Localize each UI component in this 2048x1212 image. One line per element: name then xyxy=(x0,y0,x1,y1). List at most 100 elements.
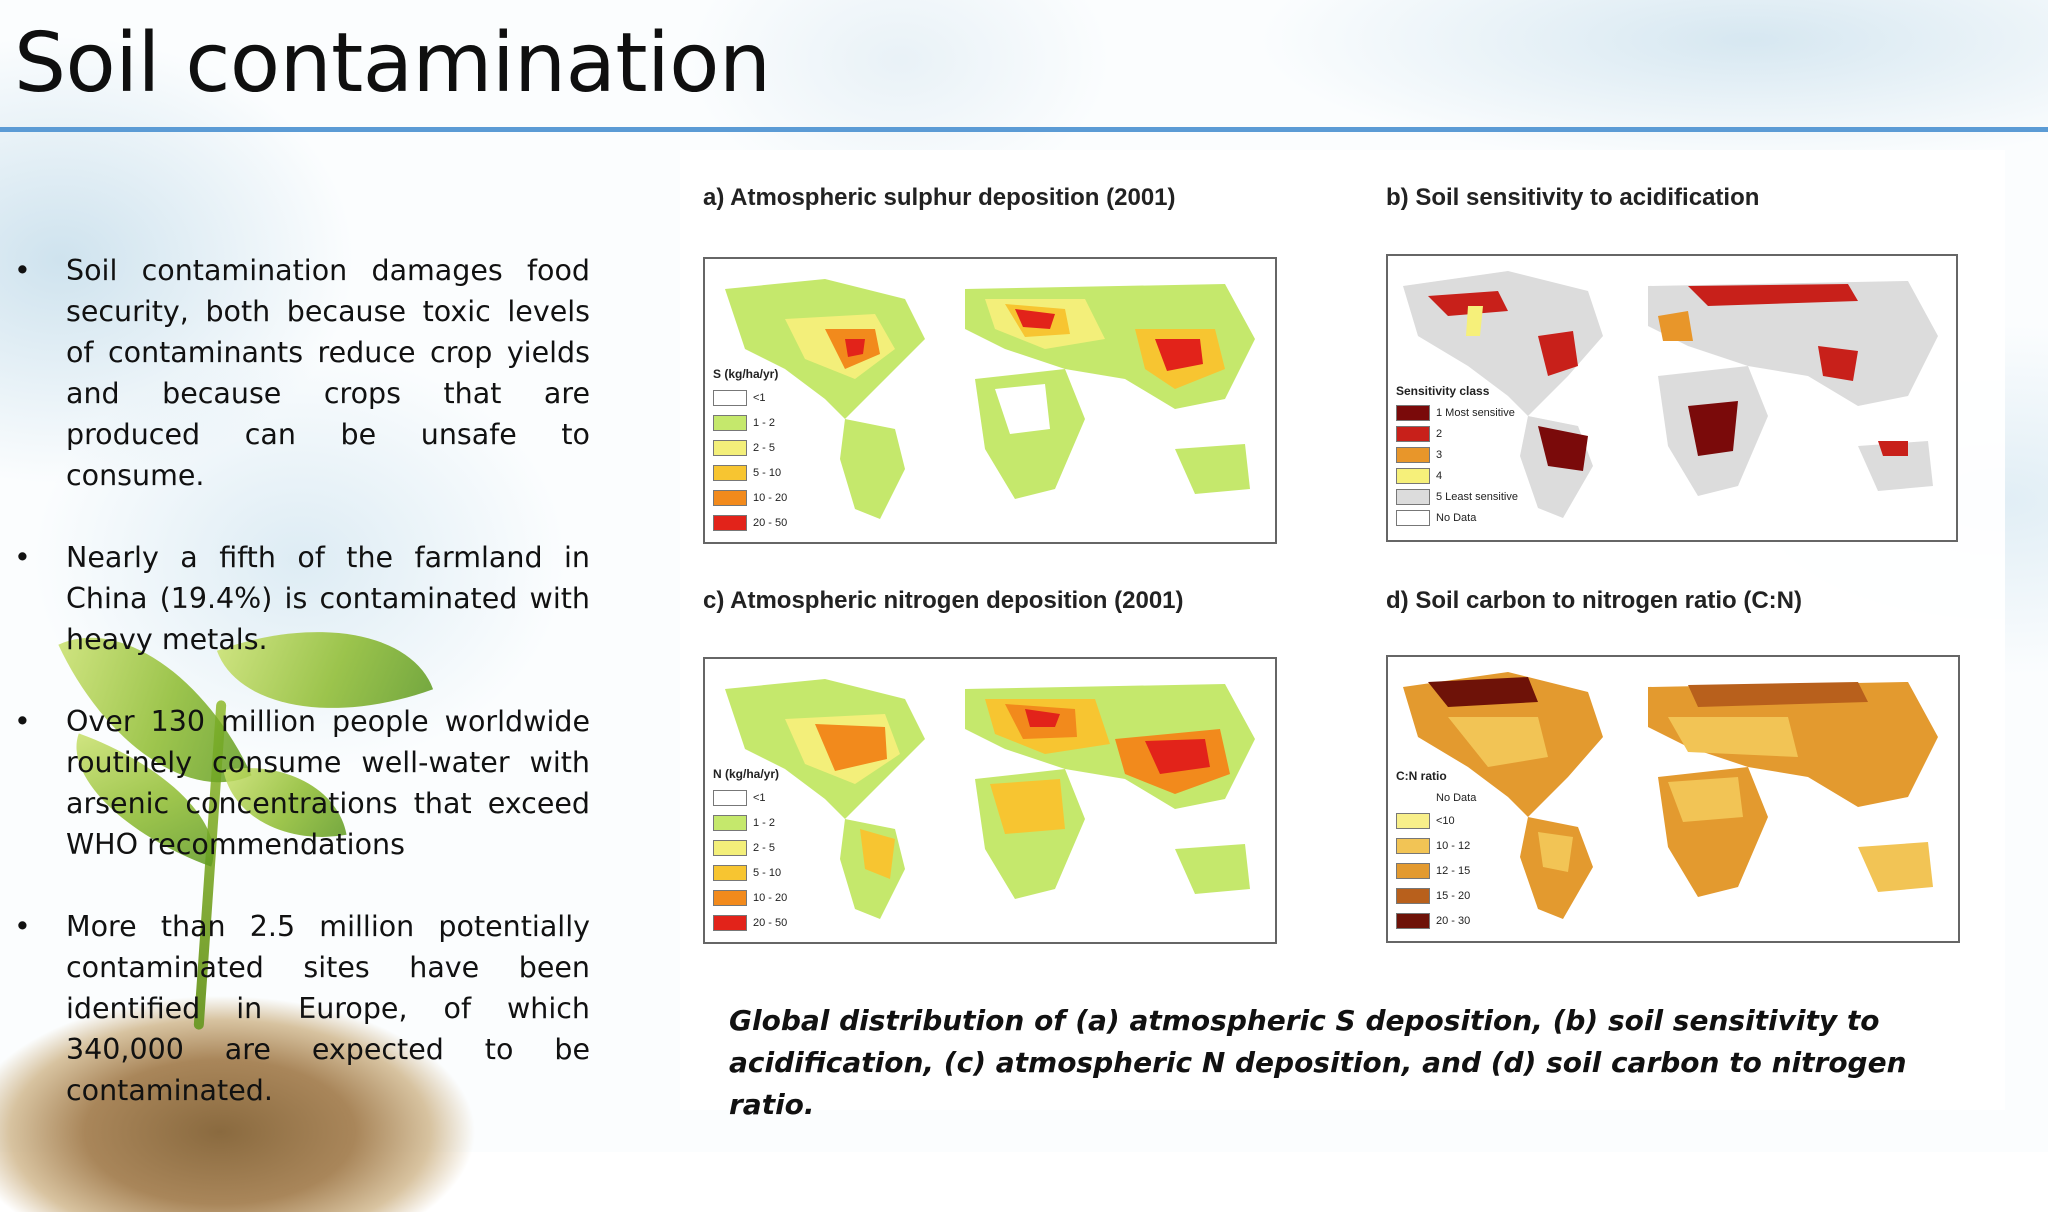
legend-label: 20 - 30 xyxy=(1436,914,1471,927)
legend-label: 3 xyxy=(1436,448,1443,461)
map-carbon-nitrogen-ratio: C:N ratio No Data <10 10 - 12 12 - 15 15… xyxy=(1386,655,1960,943)
legend-row: 5 - 10 xyxy=(713,460,787,485)
legend-swatch xyxy=(1396,862,1430,879)
legend-row: 10 - 12 xyxy=(1396,833,1476,858)
bullet-marker: • xyxy=(14,705,31,738)
legend-swatch xyxy=(713,789,747,806)
legend-swatch xyxy=(713,439,747,456)
legend-row: 15 - 20 xyxy=(1396,883,1476,908)
legend-row: 1 Most sensitive xyxy=(1396,402,1518,423)
world-map-graphic xyxy=(705,259,1275,542)
bullet-item: • Over 130 million people worldwide routi… xyxy=(14,701,590,865)
bullet-text: Nearly a fifth of the farmland in China … xyxy=(66,541,590,656)
legend-label: 2 - 5 xyxy=(753,841,776,854)
legend-title: Sensitivity class xyxy=(1396,384,1490,398)
legend-swatch xyxy=(1396,789,1430,806)
legend-swatch xyxy=(1396,887,1430,904)
map-soil-sensitivity: Sensitivity class 1 Most sensitive 2 3 4… xyxy=(1386,254,1958,542)
legend-label: 10 - 20 xyxy=(753,491,788,504)
legend-swatch xyxy=(1396,837,1430,854)
legend-label: 10 - 12 xyxy=(1436,839,1471,852)
legend-label: No Data xyxy=(1436,791,1477,804)
bullet-item: • Nearly a fifth of the farmland in China… xyxy=(14,537,590,660)
legend-label: <10 xyxy=(1436,814,1455,827)
legend-label: 20 - 50 xyxy=(753,516,788,529)
legend-label: 4 xyxy=(1436,469,1443,482)
world-map-graphic xyxy=(1388,256,1956,540)
legend-title: N (kg/ha/yr) xyxy=(713,767,780,781)
world-map-graphic xyxy=(705,659,1275,942)
legend-row: 20 - 30 xyxy=(1396,908,1476,933)
legend-row: 1 - 2 xyxy=(713,410,787,435)
legend-row: 10 - 20 xyxy=(713,485,787,510)
map-a-caption: a) Atmospheric sulphur deposition (2001) xyxy=(703,184,1176,211)
title-underline xyxy=(0,127,2048,132)
map-legend: C:N ratio No Data <10 10 - 12 12 - 15 15… xyxy=(1396,769,1476,933)
bullet-item: • Soil contamination damages food securit… xyxy=(14,250,590,496)
bullet-item: • More than 2.5 million potentially conta… xyxy=(14,906,590,1111)
bullet-text: Over 130 million people worldwide routin… xyxy=(66,705,590,861)
legend-label: 2 - 5 xyxy=(753,441,776,454)
legend-label: No Data xyxy=(1436,511,1477,524)
map-c-caption: c) Atmospheric nitrogen deposition (2001… xyxy=(703,587,1184,614)
world-map-graphic xyxy=(1388,657,1958,941)
legend-swatch xyxy=(1396,509,1430,526)
figure-caption: Global distribution of (a) atmospheric S… xyxy=(729,1004,1907,1121)
legend-swatch xyxy=(713,914,747,931)
map-legend: Sensitivity class 1 Most sensitive 2 3 4… xyxy=(1396,384,1518,528)
bullet-text: More than 2.5 million potentially contam… xyxy=(66,910,590,1107)
bullet-marker: • xyxy=(14,910,31,943)
legend-label: 5 Least sensitive xyxy=(1436,490,1518,503)
legend-row: 20 - 50 xyxy=(713,910,787,935)
legend-label: 5 - 10 xyxy=(753,866,782,879)
legend-swatch xyxy=(713,389,747,406)
legend-row: <1 xyxy=(713,385,787,410)
legend-label: 12 - 15 xyxy=(1436,864,1471,877)
legend-swatch xyxy=(713,489,747,506)
bullet-marker: • xyxy=(14,254,31,287)
bullet-marker: • xyxy=(14,541,31,574)
legend-swatch xyxy=(713,414,747,431)
legend-swatch xyxy=(1396,404,1430,421)
legend-swatch xyxy=(1396,488,1430,505)
legend-label: 1 Most sensitive xyxy=(1436,406,1515,419)
legend-label: <1 xyxy=(753,391,766,404)
legend-swatch xyxy=(1396,446,1430,463)
legend-swatch xyxy=(1396,812,1430,829)
legend-row: 4 xyxy=(1396,465,1518,486)
legend-row: 20 - 50 xyxy=(713,510,787,535)
bullet-list: • Soil contamination damages food securit… xyxy=(14,250,590,1152)
legend-label: 1 - 2 xyxy=(753,416,776,429)
legend-row: 5 Least sensitive xyxy=(1396,486,1518,507)
map-d-caption: d) Soil carbon to nitrogen ratio (C:N) xyxy=(1386,587,1802,614)
legend-row: No Data xyxy=(1396,507,1518,528)
legend-row: 5 - 10 xyxy=(713,860,787,885)
map-legend: S (kg/ha/yr) <1 1 - 2 2 - 5 5 - 10 10 - … xyxy=(713,367,787,535)
legend-swatch xyxy=(713,839,747,856)
legend-row: <1 xyxy=(713,785,787,810)
legend-label: 5 - 10 xyxy=(753,466,782,479)
legend-title: S (kg/ha/yr) xyxy=(713,367,779,381)
legend-swatch xyxy=(713,464,747,481)
legend-swatch xyxy=(713,864,747,881)
legend-row: 2 - 5 xyxy=(713,435,787,460)
legend-swatch xyxy=(1396,425,1430,442)
legend-row: 12 - 15 xyxy=(1396,858,1476,883)
legend-row: 2 - 5 xyxy=(713,835,787,860)
legend-swatch xyxy=(713,889,747,906)
slide-title: Soil contamination xyxy=(14,16,771,111)
legend-label: 20 - 50 xyxy=(753,916,788,929)
legend-label: 15 - 20 xyxy=(1436,889,1471,902)
map-nitrogen-deposition: N (kg/ha/yr) <1 1 - 2 2 - 5 5 - 10 10 - … xyxy=(703,657,1277,944)
legend-row: <10 xyxy=(1396,808,1476,833)
legend-swatch xyxy=(1396,467,1430,484)
map-b-caption: b) Soil sensitivity to acidification xyxy=(1386,184,1760,211)
legend-row: 2 xyxy=(1396,423,1518,444)
legend-title: C:N ratio xyxy=(1396,769,1447,783)
legend-label: <1 xyxy=(753,791,766,804)
bullet-text: Soil contamination damages food security… xyxy=(66,254,590,492)
legend-label: 1 - 2 xyxy=(753,816,776,829)
map-sulphur-deposition: S (kg/ha/yr) <1 1 - 2 2 - 5 5 - 10 10 - … xyxy=(703,257,1277,544)
legend-label: 2 xyxy=(1436,427,1443,440)
legend-label: 10 - 20 xyxy=(753,891,788,904)
